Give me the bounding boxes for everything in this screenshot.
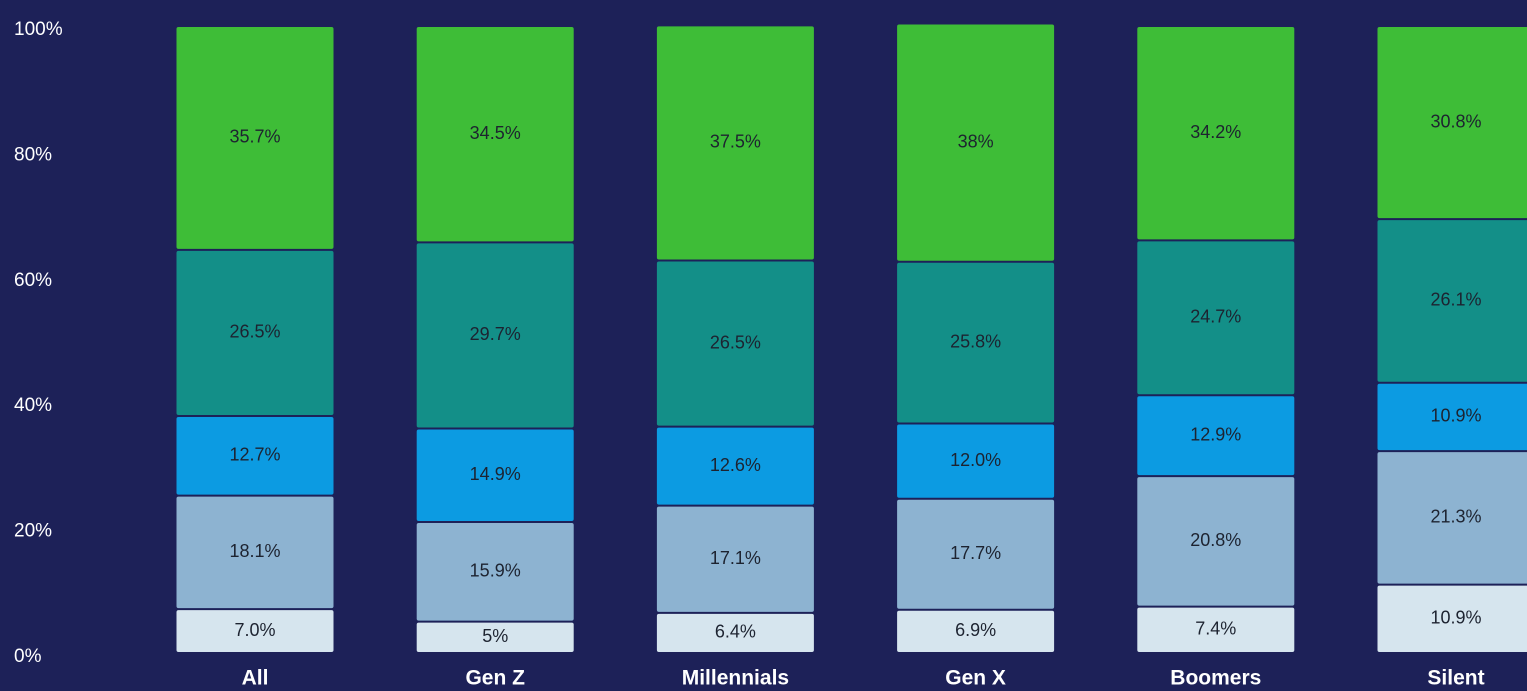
bar-segment: [1137, 396, 1295, 476]
bar-segment: [1377, 220, 1527, 382]
value-label: 12.6%: [710, 455, 761, 475]
bar-segment: [656, 506, 814, 612]
bar-segment: [897, 610, 1055, 652]
value-label: 20.8%: [1190, 530, 1241, 550]
value-label: 29.7%: [470, 324, 521, 344]
bar-segment: [656, 427, 814, 505]
bar-segment: [176, 610, 334, 652]
bar-segment: [176, 27, 334, 249]
x-tick-label: Gen Z: [465, 667, 525, 690]
x-tick-label: Millennials: [682, 667, 789, 690]
x-tick-label: All: [242, 667, 269, 690]
value-label: 18.1%: [229, 541, 280, 561]
value-label: 7.0%: [234, 620, 275, 640]
value-label: 25.8%: [950, 331, 1001, 351]
value-label: 26.5%: [229, 322, 280, 342]
value-label: 34.2%: [1190, 122, 1241, 142]
value-label: 38%: [958, 131, 994, 151]
bar-segment: [1377, 27, 1527, 219]
value-label: 17.1%: [710, 548, 761, 568]
value-label: 17.7%: [950, 543, 1001, 563]
bar-segment: [416, 522, 574, 621]
value-label: 26.5%: [710, 332, 761, 352]
bar-segment: [1377, 452, 1527, 584]
x-tick-label: Gen X: [945, 667, 1006, 690]
value-label: 26.1%: [1430, 290, 1481, 310]
value-label: 5%: [482, 626, 508, 646]
bar-segment: [176, 416, 334, 495]
bar-segment: [656, 613, 814, 652]
bar-segment: [176, 250, 334, 415]
bar-segment: [1377, 383, 1527, 451]
value-label: 35.7%: [229, 127, 280, 147]
value-label: 12.7%: [229, 445, 280, 465]
value-label: 24.7%: [1190, 307, 1241, 327]
x-tick-label: Silent: [1427, 667, 1484, 690]
value-label: 7.4%: [1195, 619, 1236, 639]
value-label: 15.9%: [470, 561, 521, 581]
bar-segment: [897, 424, 1055, 498]
bar-segment: [897, 499, 1055, 609]
value-label: 10.9%: [1430, 608, 1481, 628]
bar-segment: [416, 429, 574, 521]
bar-segment: [656, 26, 814, 260]
value-label: 21.3%: [1430, 507, 1481, 527]
bar-segment: [897, 262, 1055, 423]
value-label: 30.8%: [1430, 111, 1481, 131]
y-tick-label: 60%: [14, 270, 52, 291]
y-tick-label: 20%: [14, 521, 52, 542]
bar-segment: [897, 24, 1055, 261]
bar-segment: [416, 243, 574, 428]
value-label: 10.9%: [1430, 406, 1481, 426]
bar-segment: [176, 496, 334, 609]
bar-segment: [656, 261, 814, 426]
y-tick-label: 0%: [14, 646, 42, 667]
bar-segment: [416, 622, 574, 652]
value-label: 37.5%: [710, 132, 761, 152]
bar-segment: [1137, 607, 1295, 652]
bar-segment: [1137, 241, 1295, 395]
value-label: 12.0%: [950, 450, 1001, 470]
value-label: 34.5%: [470, 123, 521, 143]
value-label: 12.9%: [1190, 424, 1241, 444]
bar-segment: [416, 27, 574, 242]
value-label: 14.9%: [470, 464, 521, 484]
y-tick-label: 80%: [14, 144, 52, 165]
x-tick-label: Boomers: [1170, 667, 1261, 690]
y-tick-label: 100%: [14, 19, 63, 40]
value-label: 6.4%: [715, 622, 756, 642]
y-tick-label: 40%: [14, 395, 52, 416]
bar-segment: [1377, 585, 1527, 652]
bar-segment: [1137, 27, 1295, 240]
bar-segment: [1137, 477, 1295, 606]
value-label: 6.9%: [955, 620, 996, 640]
